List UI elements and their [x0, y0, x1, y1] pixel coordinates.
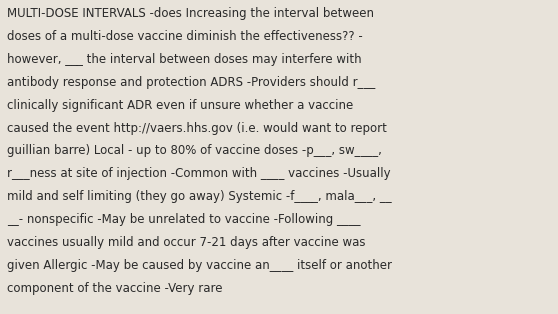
Text: r___ness at site of injection -Common with ____ vaccines -Usually: r___ness at site of injection -Common wi… [7, 167, 391, 180]
Text: given Allergic -May be caused by vaccine an____ itself or another: given Allergic -May be caused by vaccine… [7, 259, 392, 272]
Text: clinically significant ADR even if unsure whether a vaccine: clinically significant ADR even if unsur… [7, 99, 353, 111]
Text: antibody response and protection ADRS -Providers should r___: antibody response and protection ADRS -P… [7, 76, 375, 89]
Text: vaccines usually mild and occur 7-21 days after vaccine was: vaccines usually mild and occur 7-21 day… [7, 236, 365, 249]
Text: MULTI-DOSE INTERVALS -does Increasing the interval between: MULTI-DOSE INTERVALS -does Increasing th… [7, 7, 374, 20]
Text: however, ___ the interval between doses may interfere with: however, ___ the interval between doses … [7, 53, 362, 66]
Text: doses of a multi-dose vaccine diminish the effectiveness?? -: doses of a multi-dose vaccine diminish t… [7, 30, 363, 43]
Text: mild and self limiting (they go away) Systemic -f____, mala___, __: mild and self limiting (they go away) Sy… [7, 190, 391, 203]
Text: component of the vaccine -Very rare: component of the vaccine -Very rare [7, 282, 222, 295]
Text: caused the event http://vaers.hhs.gov (i.e. would want to report: caused the event http://vaers.hhs.gov (i… [7, 122, 387, 134]
Text: guillian barre) Local - up to 80% of vaccine doses -p___, sw____,: guillian barre) Local - up to 80% of vac… [7, 144, 382, 157]
Text: __- nonspecific -May be unrelated to vaccine -Following ____: __- nonspecific -May be unrelated to vac… [7, 213, 360, 226]
